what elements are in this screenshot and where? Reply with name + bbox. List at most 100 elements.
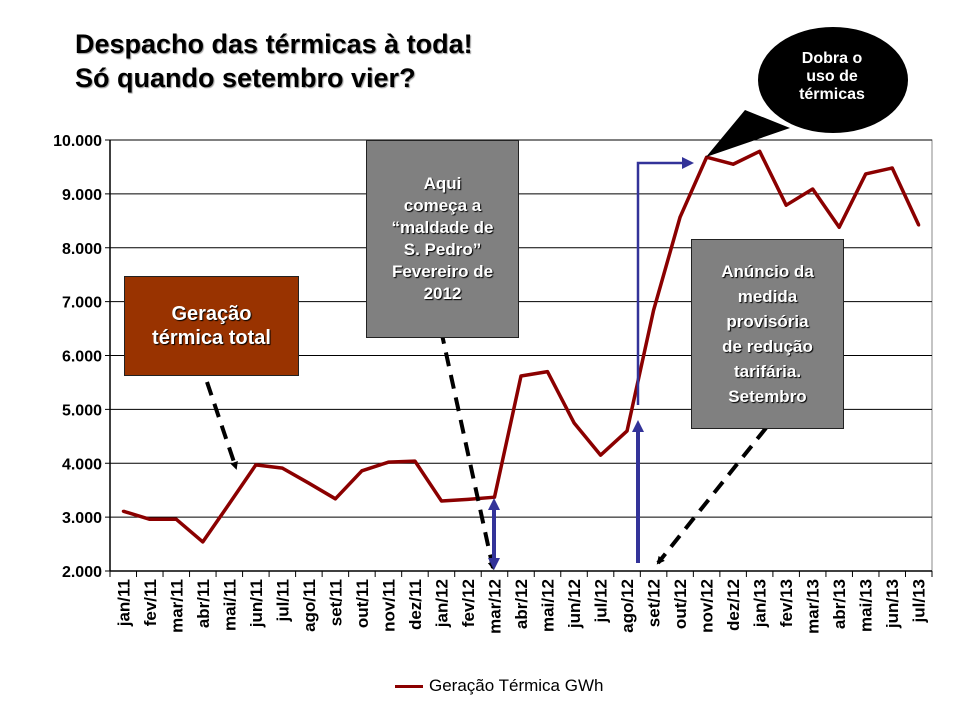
y-tick-label: 2.000 [62, 564, 102, 581]
legend: Geração Térmica GWh [395, 676, 603, 696]
annotation-text: medida [737, 287, 798, 306]
annotation-text: provisória [726, 312, 809, 331]
data-point [625, 429, 629, 433]
data-point [413, 459, 417, 463]
legend-swatch [395, 684, 423, 688]
y-tick-label: 8.000 [62, 241, 102, 258]
x-tick-label: nov/11 [379, 579, 398, 632]
data-point [837, 225, 841, 229]
annotation-text: Fevereiro de [391, 262, 494, 281]
bubble-line: térmicas [799, 86, 865, 103]
dashed-arrow-anuncio [656, 426, 768, 565]
data-point [439, 499, 443, 503]
data-point [784, 203, 788, 207]
y-tick-label: 7.000 [62, 295, 102, 312]
y-tick-label: 6.000 [62, 349, 102, 366]
x-tick-label: abr/12 [512, 579, 531, 629]
data-point [386, 460, 390, 464]
x-tick-label: ago/11 [300, 579, 319, 632]
x-tick-label: dez/12 [724, 579, 743, 631]
data-point [492, 495, 496, 499]
x-tick-label: out/11 [353, 579, 372, 628]
x-tick-label: mai/12 [539, 579, 558, 632]
data-point [254, 463, 258, 467]
slide-title-line1: Despacho das térmicas à toda! [75, 29, 473, 59]
data-point [227, 502, 231, 506]
data-point [890, 166, 894, 170]
x-tick-label: fev/12 [459, 579, 478, 627]
data-point [864, 172, 868, 176]
data-point [201, 540, 205, 544]
annotation-text: tarifária. [733, 362, 802, 381]
x-tick-label: mar/12 [485, 579, 504, 634]
x-tick-label: mar/11 [167, 579, 186, 633]
data-point [811, 187, 815, 191]
annotation-text: Geração [171, 303, 252, 325]
x-tick-label: set/12 [645, 579, 664, 627]
y-tick-label: 9.000 [62, 187, 102, 204]
annotation-anuncio: Anúncio da medida provisória de redução … [691, 239, 844, 429]
data-point [652, 308, 656, 312]
x-tick-label: jul/11 [273, 579, 292, 623]
annotation-text: 2012 [423, 284, 462, 303]
data-point [599, 453, 603, 457]
data-point [519, 374, 523, 378]
data-point [572, 421, 576, 425]
y-tick-label: 5.000 [62, 402, 102, 419]
x-tick-label: jun/13 [883, 579, 902, 629]
x-tick-label: abr/11 [194, 579, 213, 628]
data-point [360, 469, 364, 473]
annotation-text: Setembro [728, 387, 807, 406]
x-tick-label: mai/11 [220, 579, 239, 631]
data-point [731, 162, 735, 166]
annotation-text: S. Pedro” [403, 240, 482, 259]
bubble-line: Dobra o [801, 50, 863, 67]
x-tick-label: mai/13 [857, 579, 876, 632]
data-point [121, 509, 125, 513]
annotation-text: começa a [403, 196, 482, 215]
x-tick-label: jun/12 [565, 579, 584, 629]
data-point [307, 481, 311, 485]
y-tick-label: 3.000 [62, 510, 102, 527]
x-tick-label: abr/13 [830, 579, 849, 629]
annotation-text: térmica total [152, 327, 271, 349]
data-point [678, 215, 682, 219]
x-tick-label: ago/12 [618, 579, 637, 633]
x-tick-label: dez/11 [406, 579, 425, 630]
data-point [758, 149, 762, 153]
annotation-sao-pedro: Aqui começa a “maldade de S. Pedro” Feve… [366, 140, 519, 338]
annotation-geracao-termica: Geração térmica total [124, 276, 299, 376]
x-tick-label: out/12 [671, 579, 690, 629]
x-tick-label: set/11 [326, 579, 345, 626]
speech-bubble-tail [706, 110, 790, 157]
speech-bubble [758, 27, 908, 133]
x-tick-label: mar/13 [804, 579, 823, 634]
x-tick-label: jul/13 [910, 579, 929, 623]
x-tick-label: jan/13 [751, 579, 770, 628]
speech-bubble-text: Dobra o uso de térmicas [782, 50, 882, 104]
slide-title-line2: Só quando setembro vier? [75, 63, 416, 93]
legend-label: Geração Térmica GWh [429, 676, 604, 695]
x-tick-label: fev/13 [777, 579, 796, 627]
y-tick-label: 10.000 [53, 133, 102, 150]
blue-arrow-doubling [636, 157, 694, 405]
dashed-arrow-geracao [205, 381, 238, 470]
data-point [546, 370, 550, 374]
data-point [466, 497, 470, 501]
x-tick-label: jun/11 [247, 579, 266, 628]
x-tick-label: jul/12 [592, 579, 611, 623]
x-tick-label: jan/12 [432, 579, 451, 628]
x-tick-label: jan/11 [114, 579, 133, 627]
data-point [917, 223, 921, 227]
x-tick-label: nov/12 [698, 579, 717, 633]
annotation-text: “maldade de [391, 218, 494, 237]
y-tick-label: 4.000 [62, 456, 102, 473]
data-point [148, 517, 152, 521]
annotation-text: Anúncio da [721, 262, 814, 281]
data-point [280, 466, 284, 470]
bubble-line: uso de [806, 68, 858, 85]
data-point [174, 517, 178, 521]
x-tick-label: fev/11 [141, 579, 160, 626]
annotation-text: de redução [722, 337, 813, 356]
